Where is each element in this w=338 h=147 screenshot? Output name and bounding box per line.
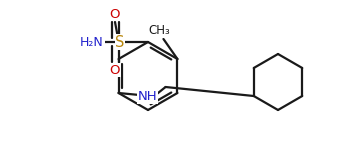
Text: CH₃: CH₃ [149,25,170,37]
Text: H₂N: H₂N [80,35,104,49]
Text: O: O [110,7,120,20]
Text: O: O [110,64,120,76]
Text: NH: NH [138,91,158,103]
Text: S: S [115,35,125,50]
